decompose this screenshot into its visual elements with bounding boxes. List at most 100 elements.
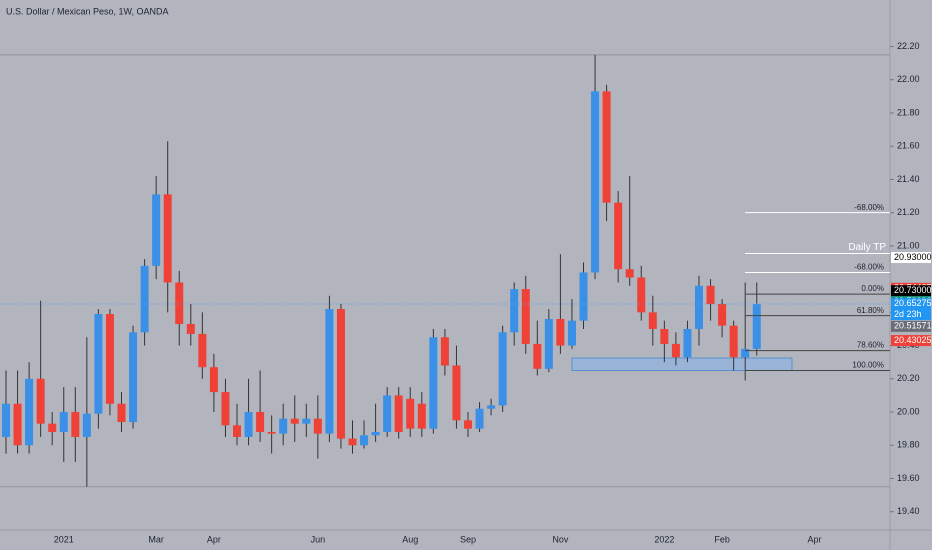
candle-body bbox=[105, 314, 114, 404]
candle-body bbox=[313, 418, 322, 434]
chart-title: U.S. Dollar / Mexican Peso, 1W, OANDA bbox=[6, 6, 169, 16]
y-tick-label: 19.60 bbox=[897, 473, 920, 483]
candle-body bbox=[94, 314, 103, 414]
candle-body bbox=[614, 202, 623, 270]
candle-body bbox=[741, 348, 750, 358]
candle-body bbox=[510, 289, 519, 333]
y-tick-label: 21.40 bbox=[897, 174, 920, 184]
y-tick-label: 20.00 bbox=[897, 406, 920, 416]
price-badge-label: 20.65275 bbox=[894, 298, 932, 308]
candle-body bbox=[718, 304, 727, 326]
candle-body bbox=[209, 367, 218, 393]
candle-body bbox=[13, 403, 22, 446]
candle-body bbox=[290, 418, 299, 424]
candle-body bbox=[729, 325, 738, 358]
fib-label: 78.60% bbox=[857, 341, 884, 350]
candle-body bbox=[475, 408, 484, 429]
x-tick-label: Apr bbox=[807, 534, 821, 544]
candle-body bbox=[464, 420, 472, 429]
daily-tp-label: Daily TP bbox=[848, 242, 886, 253]
y-tick-label: 19.80 bbox=[897, 440, 920, 450]
candle-body bbox=[591, 91, 600, 273]
x-tick-label: Nov bbox=[552, 534, 569, 544]
candle-body bbox=[256, 412, 265, 432]
fib-label: -68.00% bbox=[854, 263, 884, 272]
x-tick-label: Mar bbox=[148, 534, 164, 544]
x-tick-label: Feb bbox=[714, 534, 730, 544]
x-tick-label: Sep bbox=[460, 534, 476, 544]
y-tick-label: 19.40 bbox=[897, 506, 920, 516]
candle-body bbox=[186, 323, 195, 334]
candle-body bbox=[556, 318, 565, 346]
candle-body bbox=[533, 343, 542, 369]
candle-body bbox=[521, 289, 530, 344]
candle-body bbox=[429, 337, 438, 429]
price-badge bbox=[891, 252, 931, 264]
candle-body bbox=[394, 395, 403, 432]
candle-body bbox=[695, 285, 703, 329]
price-badge bbox=[891, 298, 931, 321]
y-tick-label: 21.00 bbox=[897, 240, 920, 250]
candle-body bbox=[25, 378, 34, 446]
x-tick-label: Jun bbox=[311, 534, 326, 544]
candle-body bbox=[660, 328, 669, 344]
price-badge bbox=[891, 285, 931, 297]
price-badge-label: 20.73000 bbox=[894, 285, 932, 295]
candle-body bbox=[175, 282, 184, 324]
candle-body bbox=[198, 333, 207, 368]
y-tick-label: 22.20 bbox=[897, 41, 920, 51]
candle-body bbox=[452, 365, 461, 421]
candle-body bbox=[417, 403, 426, 429]
candle-body bbox=[625, 269, 634, 278]
price-badge-label: 20.43025 bbox=[894, 335, 932, 345]
candle-body bbox=[244, 412, 253, 437]
candle-body bbox=[706, 285, 715, 305]
price-badge bbox=[891, 335, 931, 347]
y-tick-label: 21.80 bbox=[897, 107, 920, 117]
y-tick-label: 21.60 bbox=[897, 141, 920, 151]
candle-body bbox=[267, 431, 276, 434]
candle-body bbox=[48, 423, 57, 432]
fib-label: 61.80% bbox=[857, 306, 884, 315]
candle-body bbox=[406, 398, 415, 429]
candle-body bbox=[163, 194, 172, 283]
candle-body bbox=[2, 403, 10, 437]
candle-body bbox=[360, 435, 369, 446]
candle-body bbox=[544, 318, 553, 369]
candle-body bbox=[487, 405, 496, 409]
candle-body bbox=[371, 431, 380, 436]
x-tick-label: Apr bbox=[207, 534, 221, 544]
candle-body bbox=[325, 309, 334, 434]
y-tick-label: 20.20 bbox=[897, 373, 920, 383]
candle-body bbox=[383, 395, 392, 432]
candle-body bbox=[671, 343, 680, 358]
candle-body bbox=[279, 418, 288, 434]
price-badge-label: 20.51571 bbox=[894, 321, 932, 331]
candle-body bbox=[82, 413, 91, 437]
price-badge bbox=[891, 320, 931, 332]
fib-label: -68.00% bbox=[854, 203, 884, 212]
candle-body bbox=[498, 332, 507, 406]
candle-body bbox=[336, 309, 345, 439]
candle-body bbox=[440, 337, 449, 366]
candle-body bbox=[683, 328, 692, 358]
candle-body bbox=[233, 425, 241, 437]
candle-body bbox=[637, 277, 646, 313]
y-tick-label: 21.20 bbox=[897, 207, 920, 217]
candle-body bbox=[567, 320, 576, 346]
candle-body bbox=[752, 304, 761, 349]
candle-body bbox=[129, 332, 138, 423]
candle-body bbox=[71, 412, 80, 437]
price-badge-label: 20.93000 bbox=[894, 252, 932, 262]
candle-body bbox=[36, 378, 45, 424]
candle-body bbox=[579, 272, 588, 321]
candle-body bbox=[59, 412, 68, 432]
x-tick-label: 2021 bbox=[54, 534, 74, 544]
candle-body bbox=[140, 265, 149, 333]
support-zone bbox=[571, 357, 793, 372]
candle-body bbox=[221, 392, 230, 426]
candle-body bbox=[152, 194, 161, 266]
price-badge-sub: 2d 23h bbox=[894, 309, 922, 319]
candle-body bbox=[117, 403, 126, 423]
